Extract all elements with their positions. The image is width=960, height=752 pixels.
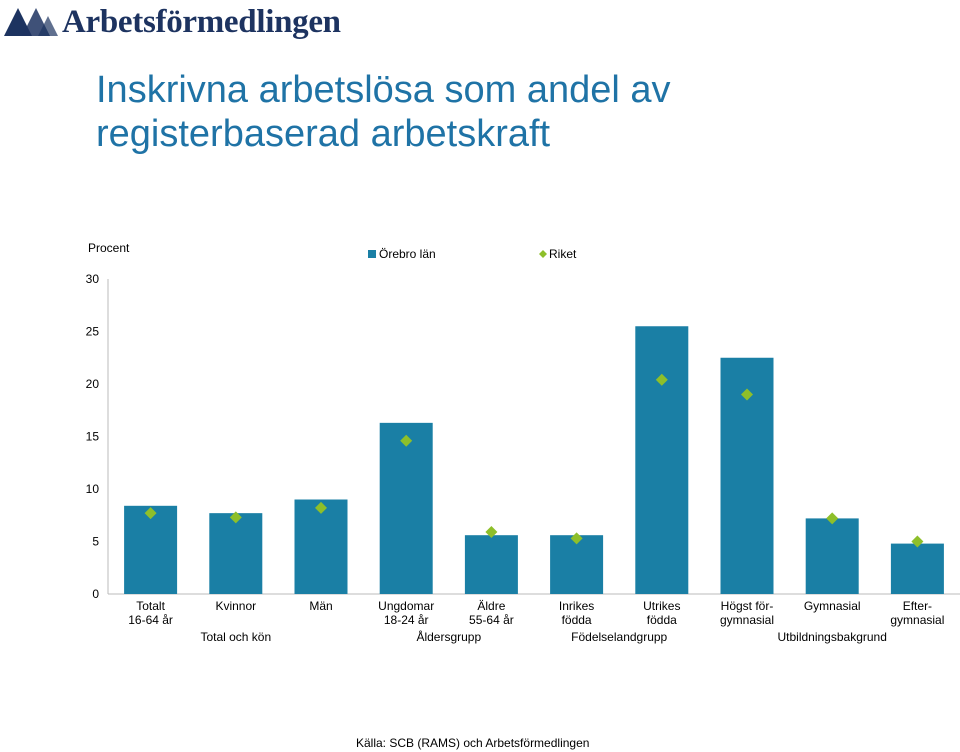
x-tick-label: Gymnasial <box>804 599 861 613</box>
group-label: Total och kön <box>200 630 271 644</box>
title-line-2: registerbaserad arbetskraft <box>96 113 551 155</box>
x-tick-label: Högst för- <box>721 599 774 613</box>
y-tick-label: 20 <box>86 377 100 391</box>
x-tick-label: Totalt <box>136 599 165 613</box>
bar <box>209 513 263 594</box>
marker-point <box>400 434 413 447</box>
marker-point <box>655 373 668 386</box>
legend-label-riket: Riket <box>549 247 577 261</box>
legend: Örebro län Riket <box>368 247 577 261</box>
x-tick-label: gymnasial <box>890 613 944 627</box>
legend-swatch-bar <box>368 250 376 258</box>
group-label: Födelselandgrupp <box>571 630 667 644</box>
marker-series <box>144 373 924 548</box>
arbetsformedlingen-logo-icon <box>4 8 58 36</box>
marker-point <box>144 507 157 520</box>
page-title: Inskrivna arbetslösa som andel av regist… <box>96 68 916 156</box>
y-axis-label: Procent <box>88 241 130 255</box>
source-note: Källa: SCB (RAMS) och Arbetsförmedlingen <box>356 736 590 750</box>
x-tick-label: födda <box>647 613 677 627</box>
marker-point <box>485 526 498 539</box>
x-tick-label: Inrikes <box>559 599 594 613</box>
group-label: Utbildningsbakgrund <box>777 630 886 644</box>
y-tick-label: 25 <box>86 325 100 339</box>
y-tick-label: 5 <box>92 535 99 549</box>
bar <box>294 499 348 594</box>
x-tick-label: födda <box>562 613 592 627</box>
bar <box>379 422 433 594</box>
bar <box>124 505 178 594</box>
bar <box>635 326 689 594</box>
marker-point <box>229 511 242 524</box>
x-tick-label: Efter- <box>903 599 932 613</box>
legend-swatch-marker <box>539 250 547 258</box>
group-label: Åldersgrupp <box>416 629 481 644</box>
x-tick-label: gymnasial <box>720 613 774 627</box>
y-tick-label: 30 <box>86 272 100 286</box>
y-tick-label: 10 <box>86 482 100 496</box>
x-tick-label: Män <box>309 599 332 613</box>
y-tick-label: 0 <box>92 587 99 601</box>
marker-point <box>315 501 327 514</box>
x-tick-label: 18-24 år <box>384 613 429 627</box>
bar <box>550 535 604 594</box>
title-line-1: Inskrivna arbetslösa som andel av <box>96 69 671 111</box>
bar <box>464 535 518 594</box>
x-tick-label: Äldre <box>477 599 505 613</box>
legend-label-orebro: Örebro län <box>379 247 436 261</box>
x-tick-label: 16-64 år <box>128 613 173 627</box>
marker-point <box>826 512 839 525</box>
bar-series <box>124 326 944 594</box>
x-tick-label: Utrikes <box>643 599 680 613</box>
bar <box>805 518 859 594</box>
logo-text: Arbetsförmedlingen <box>62 3 341 40</box>
marker-point <box>911 535 924 548</box>
marker-point <box>741 388 753 401</box>
x-tick-label: 55-64 år <box>469 613 514 627</box>
x-tick-label: Kvinnor <box>215 599 256 613</box>
marker-point <box>570 532 583 545</box>
bar <box>890 543 944 594</box>
logo: Arbetsförmedlingen <box>4 2 341 42</box>
x-tick-label: Ungdomar <box>378 599 434 613</box>
y-tick-label: 15 <box>86 430 100 444</box>
